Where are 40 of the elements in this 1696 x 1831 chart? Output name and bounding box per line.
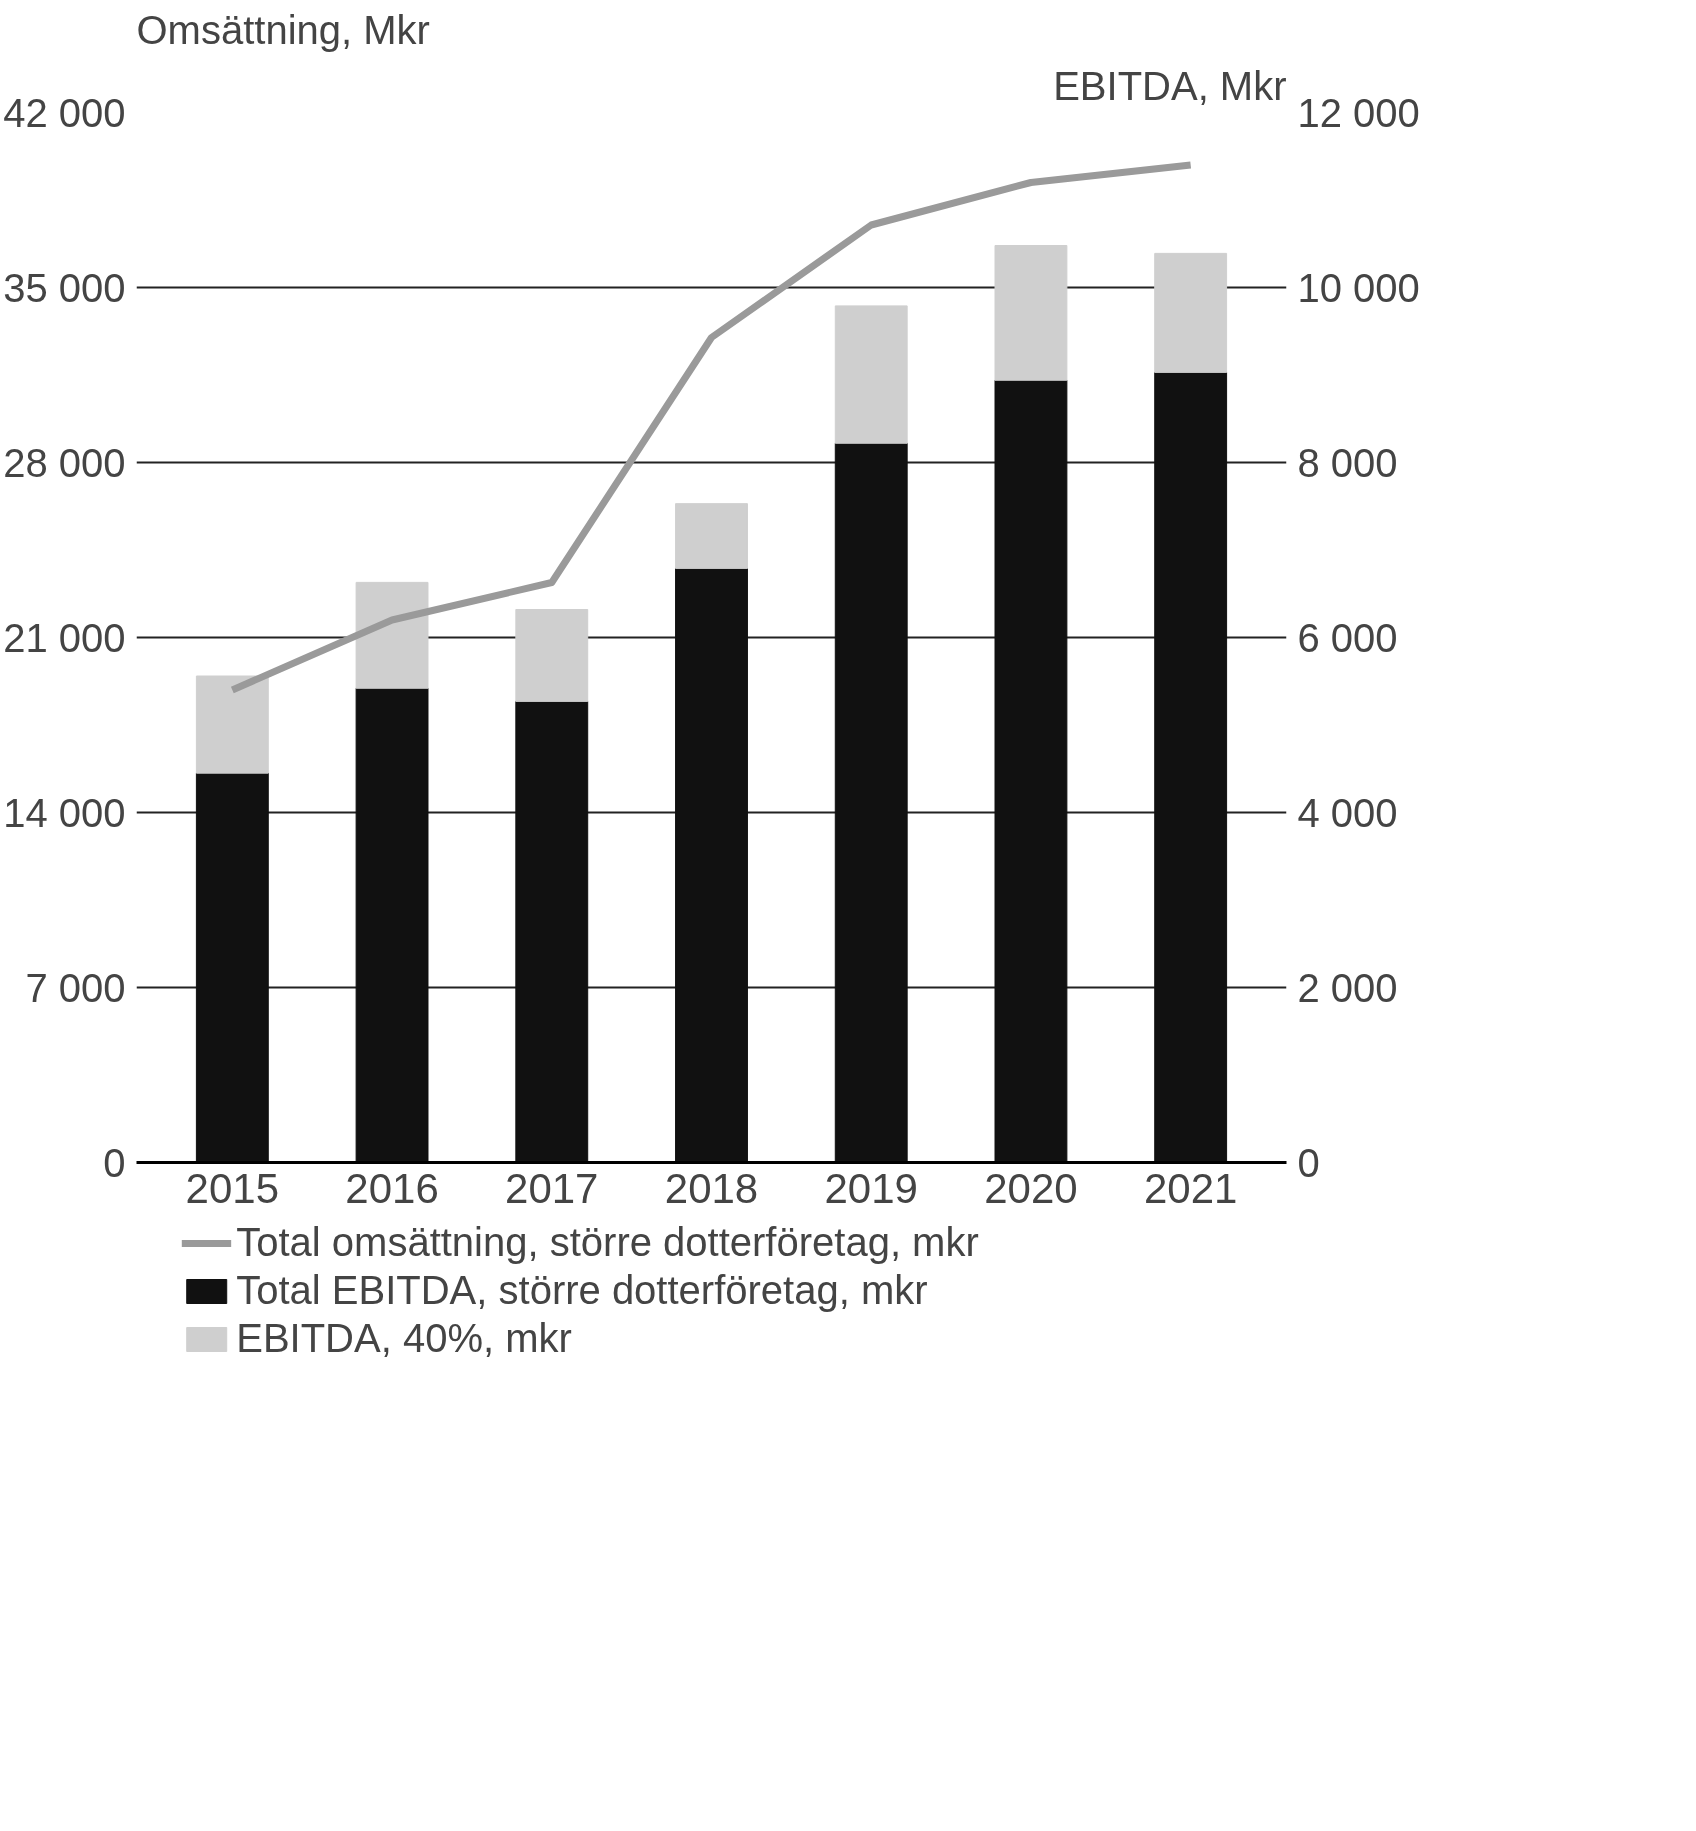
x-tick-label: 2016 bbox=[345, 1164, 439, 1212]
y2-tick-label: 0 bbox=[1297, 1140, 1320, 1185]
bar bbox=[355, 581, 429, 689]
y2-tick-label: 6 000 bbox=[1297, 615, 1398, 660]
bar bbox=[195, 675, 269, 774]
y-tick-label: 21 000 bbox=[3, 615, 126, 660]
y-tick-label: 7 000 bbox=[25, 965, 126, 1010]
legend-label: Total omsättning, större dotterföretag, mkr bbox=[236, 1220, 979, 1265]
bar bbox=[355, 687, 429, 1163]
y2-tick-label: 10 000 bbox=[1297, 265, 1420, 310]
x-tick-label: 2018 bbox=[664, 1164, 759, 1212]
bar bbox=[834, 442, 908, 1163]
y2-axis-title: EBITDA, Mkr bbox=[1053, 63, 1287, 108]
y2-tick-label: 8 000 bbox=[1297, 440, 1398, 485]
y-axis-title: Omsättning, Mkr bbox=[136, 7, 430, 52]
y-tick-label: 35 000 bbox=[3, 265, 126, 310]
y-tick-label: 42 000 bbox=[3, 90, 126, 135]
y-tick-label: 0 bbox=[103, 1140, 126, 1185]
bar bbox=[994, 379, 1068, 1163]
x-tick-label: 2021 bbox=[1143, 1164, 1238, 1212]
bar bbox=[1154, 252, 1228, 373]
bar bbox=[195, 772, 269, 1163]
legend-label: EBITDA, 40%, mkr bbox=[236, 1316, 572, 1361]
legend-label: Total EBITDA, större dotterföretag, mkr bbox=[236, 1268, 928, 1313]
x-tick-label: 2019 bbox=[824, 1164, 918, 1212]
bar bbox=[675, 503, 748, 569]
bar bbox=[675, 567, 748, 1163]
y-tick-label: 14 000 bbox=[3, 790, 126, 835]
x-tick-label: 2015 bbox=[185, 1164, 280, 1212]
bar bbox=[515, 700, 589, 1163]
bar bbox=[994, 245, 1068, 381]
x-tick-label: 2020 bbox=[984, 1164, 1078, 1212]
bar bbox=[1154, 371, 1228, 1163]
y2-tick-label: 4 000 bbox=[1297, 790, 1398, 835]
y2-tick-label: 12 000 bbox=[1297, 90, 1420, 135]
bar bbox=[834, 305, 908, 444]
x-tick-label: 2017 bbox=[505, 1164, 599, 1212]
y2-tick-label: 2 000 bbox=[1297, 965, 1398, 1010]
y-tick-label: 28 000 bbox=[3, 440, 126, 485]
bar bbox=[515, 609, 589, 702]
